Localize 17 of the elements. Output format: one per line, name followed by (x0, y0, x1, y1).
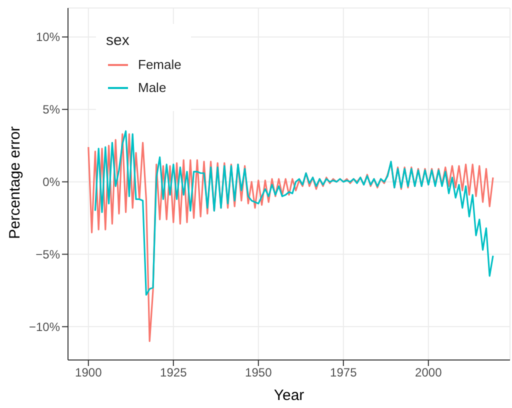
y-tick-label: 10% (36, 30, 60, 44)
line-series (88, 133, 494, 342)
x-tick-label: 1900 (75, 366, 102, 380)
x-tick-label: 2000 (415, 366, 442, 380)
line-series (94, 130, 494, 296)
y-tick-label: −5% (36, 248, 60, 262)
x-tick-label: 1975 (330, 366, 358, 380)
y-tick-label: 5% (42, 102, 60, 117)
y-tick-label: −10% (28, 320, 60, 334)
x-tick-label: 1925 (160, 366, 188, 380)
x-axis-title: Year (274, 387, 304, 404)
legend-title: sex (106, 32, 130, 49)
y-axis-title: Percentage error (6, 126, 24, 239)
y-tick-label: 0% (42, 175, 60, 190)
legend-label: Female (138, 57, 182, 72)
x-tick-label: 1950 (245, 366, 272, 380)
legend-label: Male (138, 80, 166, 95)
